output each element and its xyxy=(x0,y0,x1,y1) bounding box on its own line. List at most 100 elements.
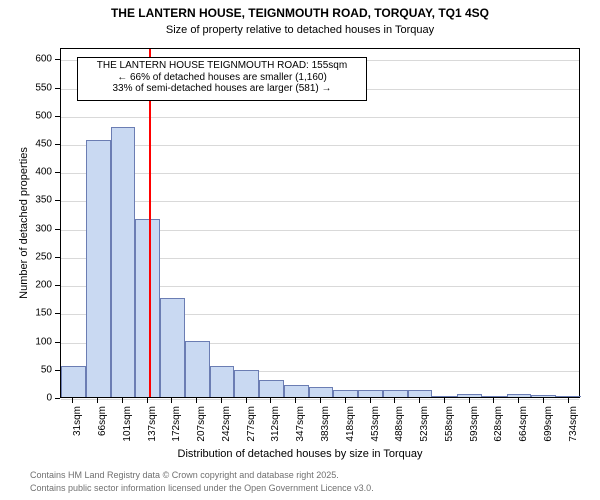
chart-title-line1: THE LANTERN HOUSE, TEIGNMOUTH ROAD, TORQ… xyxy=(0,6,600,20)
histogram-bar xyxy=(358,390,383,397)
y-tick-mark xyxy=(55,257,60,258)
histogram-bar xyxy=(482,396,507,397)
x-tick-mark xyxy=(419,398,420,403)
y-tick-label: 0 xyxy=(20,393,52,404)
x-tick-mark xyxy=(518,398,519,403)
y-tick-mark xyxy=(55,200,60,201)
x-tick-label: 558sqm xyxy=(444,406,455,450)
x-tick-label: 418sqm xyxy=(345,406,356,450)
x-tick-mark xyxy=(122,398,123,403)
y-tick-label: 100 xyxy=(20,336,52,347)
histogram-bar xyxy=(185,341,210,397)
x-tick-label: 101sqm xyxy=(122,406,133,450)
chart-title-line2: Size of property relative to detached ho… xyxy=(0,24,600,36)
y-tick-label: 300 xyxy=(20,223,52,234)
y-tick-label: 550 xyxy=(20,82,52,93)
y-tick-label: 500 xyxy=(20,110,52,121)
x-tick-label: 347sqm xyxy=(295,406,306,450)
histogram-bar xyxy=(259,380,284,397)
x-tick-mark xyxy=(196,398,197,403)
histogram-chart: THE LANTERN HOUSE, TEIGNMOUTH ROAD, TORQ… xyxy=(0,0,600,500)
x-axis-label: Distribution of detached houses by size … xyxy=(0,448,600,460)
histogram-bar xyxy=(507,394,532,397)
x-tick-mark xyxy=(171,398,172,403)
histogram-bar xyxy=(333,390,358,397)
y-tick-mark xyxy=(55,342,60,343)
x-tick-mark xyxy=(221,398,222,403)
x-tick-label: 734sqm xyxy=(568,406,579,450)
x-tick-label: 628sqm xyxy=(493,406,504,450)
annotation-line2: ← 66% of detached houses are smaller (1,… xyxy=(80,72,364,84)
annotation-line3: 33% of semi-detached houses are larger (… xyxy=(80,83,364,95)
histogram-bar xyxy=(408,390,433,397)
annotation-box: THE LANTERN HOUSE TEIGNMOUTH ROAD: 155sq… xyxy=(77,57,367,101)
x-tick-mark xyxy=(246,398,247,403)
x-tick-mark xyxy=(345,398,346,403)
x-tick-mark xyxy=(72,398,73,403)
x-tick-label: 31sqm xyxy=(72,406,83,450)
footer-line1: Contains HM Land Registry data © Crown c… xyxy=(30,470,339,480)
x-tick-label: 383sqm xyxy=(320,406,331,450)
x-tick-mark xyxy=(147,398,148,403)
x-tick-label: 593sqm xyxy=(469,406,480,450)
histogram-bar xyxy=(556,396,581,397)
x-tick-label: 66sqm xyxy=(97,406,108,450)
y-tick-label: 200 xyxy=(20,280,52,291)
y-tick-label: 150 xyxy=(20,308,52,319)
y-tick-label: 450 xyxy=(20,138,52,149)
histogram-bar xyxy=(309,387,334,397)
histogram-bar xyxy=(86,140,111,397)
y-tick-label: 400 xyxy=(20,167,52,178)
y-tick-mark xyxy=(55,172,60,173)
gridline xyxy=(61,173,579,174)
y-tick-mark xyxy=(55,313,60,314)
x-tick-mark xyxy=(394,398,395,403)
x-tick-label: 137sqm xyxy=(147,406,158,450)
plot-area: THE LANTERN HOUSE TEIGNMOUTH ROAD: 155sq… xyxy=(60,48,580,398)
x-tick-mark xyxy=(270,398,271,403)
x-tick-label: 664sqm xyxy=(518,406,529,450)
y-tick-mark xyxy=(55,144,60,145)
x-tick-mark xyxy=(97,398,98,403)
footer-line2: Contains public sector information licen… xyxy=(30,483,374,493)
x-tick-mark xyxy=(568,398,569,403)
y-tick-label: 600 xyxy=(20,54,52,65)
x-tick-mark xyxy=(370,398,371,403)
reference-line xyxy=(149,49,151,397)
x-tick-label: 312sqm xyxy=(270,406,281,450)
histogram-bar xyxy=(61,366,86,397)
x-tick-mark xyxy=(295,398,296,403)
y-tick-mark xyxy=(55,370,60,371)
histogram-bar xyxy=(160,298,185,397)
x-tick-label: 207sqm xyxy=(196,406,207,450)
histogram-bar xyxy=(531,395,556,397)
gridline xyxy=(61,117,579,118)
histogram-bar xyxy=(234,370,259,397)
gridline xyxy=(61,145,579,146)
histogram-bar xyxy=(111,127,136,397)
x-tick-label: 699sqm xyxy=(543,406,554,450)
y-tick-mark xyxy=(55,229,60,230)
y-tick-mark xyxy=(55,285,60,286)
x-tick-mark xyxy=(493,398,494,403)
x-tick-mark xyxy=(320,398,321,403)
y-tick-label: 350 xyxy=(20,195,52,206)
x-tick-label: 172sqm xyxy=(171,406,182,450)
annotation-line1: THE LANTERN HOUSE TEIGNMOUTH ROAD: 155sq… xyxy=(80,60,364,72)
y-tick-label: 250 xyxy=(20,251,52,262)
histogram-bar xyxy=(457,394,482,397)
gridline xyxy=(61,201,579,202)
x-tick-label: 523sqm xyxy=(419,406,430,450)
y-tick-mark xyxy=(55,398,60,399)
histogram-bar xyxy=(284,385,309,397)
x-tick-mark xyxy=(543,398,544,403)
x-tick-label: 242sqm xyxy=(221,406,232,450)
histogram-bar xyxy=(383,390,408,397)
x-tick-mark xyxy=(444,398,445,403)
x-tick-label: 277sqm xyxy=(246,406,257,450)
y-tick-label: 50 xyxy=(20,364,52,375)
x-tick-label: 453sqm xyxy=(370,406,381,450)
y-tick-mark xyxy=(55,116,60,117)
x-tick-mark xyxy=(469,398,470,403)
y-tick-mark xyxy=(55,59,60,60)
